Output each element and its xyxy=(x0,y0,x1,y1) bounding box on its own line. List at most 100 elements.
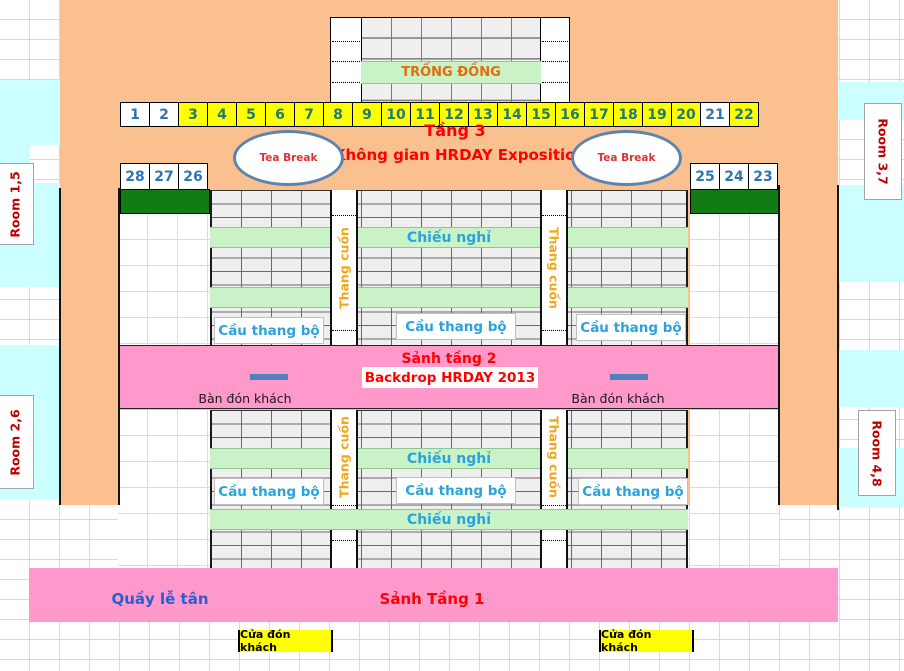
booth-header-left: 28 27 26 xyxy=(120,163,208,190)
lobby1-title: Sảnh Tầng 1 xyxy=(379,590,485,608)
booth-cell[interactable]: 28 xyxy=(120,163,150,190)
floor3-title: Tầng 3 xyxy=(424,121,486,140)
tea-break-label: Tea Break xyxy=(597,152,656,164)
staircase-label: Cầu thang bộ xyxy=(218,483,320,500)
booth-header-right: 25 24 23 xyxy=(690,163,778,190)
lobby2-band: Sảnh tầng 2 xyxy=(118,345,780,409)
floor3-subtitle: Không gian HRDAY Exposition xyxy=(333,146,587,164)
booth-cell[interactable]: 24 xyxy=(719,163,749,190)
entrance-label: Cửa đón khách xyxy=(240,628,291,654)
booth-cell[interactable]: 22 xyxy=(729,102,759,127)
landing-band xyxy=(210,287,688,308)
dotted-divider xyxy=(542,61,570,62)
open-area xyxy=(118,410,210,568)
booth-cell[interactable]: 17 xyxy=(584,102,614,127)
booth-cell[interactable]: 3 xyxy=(178,102,208,127)
dotted-divider xyxy=(332,82,360,83)
booth-cell[interactable]: 2 xyxy=(149,102,179,127)
escalator-label: Thang cuốn xyxy=(336,416,352,498)
booth-cell[interactable]: 6 xyxy=(265,102,295,127)
staircase-label: Cầu thang bộ xyxy=(405,318,507,335)
room-2-6: Room 2,6 xyxy=(0,395,34,489)
staircase-label: Cầu thang bộ xyxy=(218,322,320,339)
booth-cell[interactable]: 26 xyxy=(178,163,208,190)
booth-cell[interactable]: 12 xyxy=(439,102,469,127)
wall-line xyxy=(118,188,120,505)
landing-label: Chiếu nghỉ xyxy=(406,229,492,246)
escalator-label: Thang cuốn xyxy=(546,416,562,498)
welcome-desk-label: Bàn đón khách xyxy=(198,391,292,406)
tea-break-label: Tea Break xyxy=(259,152,318,164)
welcome-desk-marker xyxy=(610,374,648,380)
booth-cell[interactable]: 20 xyxy=(671,102,701,127)
escalator-column: Thang cuốn xyxy=(540,410,568,568)
escalator-column: Thang cuốn xyxy=(540,190,568,345)
booth-cell[interactable]: 27 xyxy=(149,163,179,190)
room-highlight xyxy=(0,80,60,145)
booth-cell[interactable]: 1 xyxy=(120,102,150,127)
stage-green-block xyxy=(120,189,210,214)
room-highlight xyxy=(838,350,904,407)
escalator-column: Thang cuốn xyxy=(330,190,358,345)
staircase-box: Cầu thang bộ xyxy=(396,477,516,504)
landing-label: Chiếu nghỉ xyxy=(406,511,492,528)
escalator-column: Thang cuốn xyxy=(330,410,358,568)
entrance-label: Cửa đón khách xyxy=(601,628,652,654)
dotted-divider xyxy=(542,41,570,42)
staircase-label: Cầu thang bộ xyxy=(582,483,684,500)
room-label: Room 2,6 xyxy=(7,408,23,476)
room-4-8: Room 4,8 xyxy=(858,410,896,496)
landing-band: Chiếu nghỉ xyxy=(210,509,688,530)
lobby2-title: Sảnh tầng 2 xyxy=(401,351,497,367)
booth-cell[interactable]: 18 xyxy=(613,102,643,127)
room-label: Room 4,8 xyxy=(869,419,885,487)
entrance-door: Cửa đón khách xyxy=(238,628,333,654)
staircase-label: Cầu thang bộ xyxy=(580,319,682,336)
landing-band: Chiếu nghỉ xyxy=(210,448,688,469)
backdrop-label: Backdrop HRDAY 2013 xyxy=(364,369,536,386)
booth-cell[interactable]: 5 xyxy=(236,102,266,127)
booth-cell[interactable]: 19 xyxy=(642,102,672,127)
tea-break-area: Tea Break xyxy=(571,130,682,186)
booth-cell[interactable]: 21 xyxy=(700,102,730,127)
dotted-divider xyxy=(332,41,360,42)
landing-band: Chiếu nghỉ xyxy=(210,227,688,248)
staircase-label: Cầu thang bộ xyxy=(405,482,507,499)
reception-label: Quầy lễ tân xyxy=(111,590,209,608)
wall-line xyxy=(778,185,780,505)
trong-dong-block: TRỐNG ĐỒNG xyxy=(330,17,570,103)
staircase-box: Cầu thang bộ xyxy=(396,313,516,340)
open-area xyxy=(690,410,780,568)
lobby1-band: Quầy lễ tân Sảnh Tầng 1 xyxy=(29,568,838,622)
room-3-7: Room 3,7 xyxy=(864,103,902,200)
room-highlight xyxy=(838,185,904,282)
booth-cell[interactable]: 25 xyxy=(690,163,720,190)
booth-cell[interactable]: 15 xyxy=(526,102,556,127)
tea-break-area: Tea Break xyxy=(233,130,344,186)
trong-dong-stage: TRỐNG ĐỒNG xyxy=(361,61,541,84)
trong-dong-label: TRỐNG ĐỒNG xyxy=(401,65,501,80)
booth-cell[interactable]: 23 xyxy=(748,163,778,190)
open-area xyxy=(690,214,780,345)
booth-cell[interactable]: 7 xyxy=(294,102,324,127)
booth-cell[interactable]: 10 xyxy=(381,102,411,127)
staircase-box: Cầu thang bộ xyxy=(214,317,324,344)
booth-cell[interactable]: 4 xyxy=(207,102,237,127)
staircase-box: Cầu thang bộ xyxy=(578,478,688,505)
booth-cell[interactable]: 11 xyxy=(410,102,440,127)
staircase-box: Cầu thang bộ xyxy=(214,478,324,505)
backdrop-banner: Backdrop HRDAY 2013 xyxy=(362,367,538,388)
wall-line xyxy=(59,188,61,505)
welcome-desk-label: Bàn đón khách xyxy=(571,391,665,406)
escalator-label: Thang cuốn xyxy=(546,226,562,309)
open-area xyxy=(118,214,210,345)
room-label: Room 1,5 xyxy=(7,170,23,238)
trong-dong-grid xyxy=(361,18,541,102)
booth-cell[interactable]: 16 xyxy=(555,102,585,127)
welcome-desk-marker xyxy=(250,374,288,380)
escalator-label: Thang cuốn xyxy=(336,226,352,309)
staircase-box: Cầu thang bộ xyxy=(576,314,686,341)
room-1-5: Room 1,5 xyxy=(0,163,34,245)
dotted-divider xyxy=(542,82,570,83)
